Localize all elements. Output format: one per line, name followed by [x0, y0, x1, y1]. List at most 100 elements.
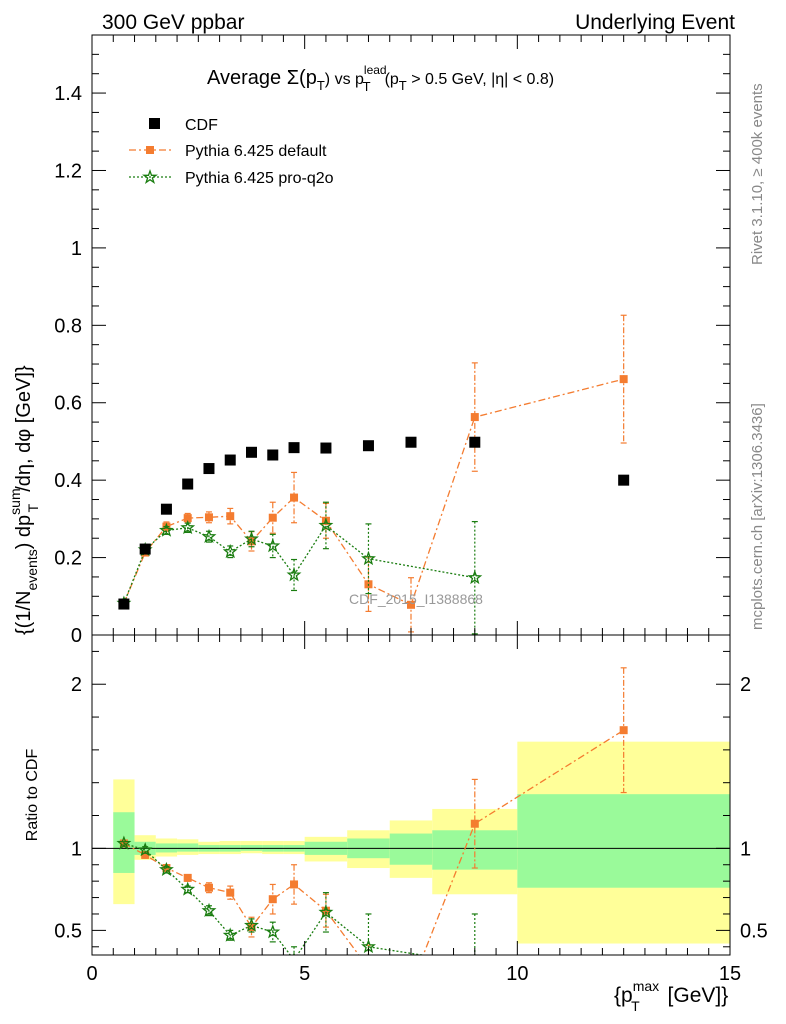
main-y-tick-label-6: 1.2 — [54, 160, 82, 182]
header-left: 300 GeV ppbar — [102, 11, 244, 34]
ratio-y-tick-label-right-1: 1 — [740, 838, 751, 860]
main-default-point-12 — [470, 413, 479, 422]
mcplots-label: mcplots.cern.ch [arXiv:1306.3436] — [749, 403, 766, 630]
ratio-default-point-10 — [364, 964, 372, 972]
ylabel-b-sub: T — [25, 503, 41, 512]
main-data-point-9 — [320, 442, 332, 454]
main-proq2o-point-5 — [222, 543, 238, 559]
main-proq2o — [116, 501, 483, 635]
ratio-y-tick-label-left-2: 2 — [71, 674, 82, 696]
ratio-default-point-7 — [268, 895, 277, 904]
ratio-y-tick-label-left-1: 1 — [71, 838, 82, 860]
ratio-proq2o-point-5 — [222, 927, 238, 942]
main-proq2o-point-10 — [361, 550, 376, 566]
ylabel-b: ) dp — [13, 515, 35, 549]
main-proq2o-point-9 — [318, 517, 334, 532]
ratio-band-inner-bin-11 — [389, 833, 433, 865]
main-default-point-7 — [268, 513, 277, 522]
ratio-proq2o-point-11 — [469, 957, 480, 968]
main-data-point-1 — [139, 543, 151, 555]
xlabel-sub: T — [631, 998, 640, 1014]
main-data — [118, 436, 630, 610]
main-data-point-2 — [160, 503, 172, 515]
main-data-point-10 — [362, 440, 374, 452]
main-proq2o-point-3 — [180, 519, 196, 535]
main-y-tick-label-5: 1 — [71, 238, 82, 260]
ratio-default-point-11 — [407, 982, 415, 990]
x-axis-label: {pmax T [GeV]} — [614, 978, 728, 1014]
main-data-point-3 — [182, 478, 194, 490]
ratio-default-point-4 — [204, 883, 213, 892]
main-proq2o-point-2 — [158, 522, 174, 537]
main-proq2o-point-8 — [286, 567, 302, 582]
legend-marker-default — [146, 146, 154, 154]
ratio-panel-series — [116, 667, 628, 990]
ratio-band-inner-bin-3 — [177, 843, 199, 852]
main-data-point-12 — [469, 436, 481, 448]
ratio-default-point-1 — [141, 850, 150, 859]
main-proq2o-point-4 — [201, 528, 217, 543]
main-default-point-13 — [619, 375, 628, 384]
main-y-tick-label-0: 0 — [71, 625, 82, 647]
ratio-y-tick-label-right-2: 2 — [740, 674, 751, 696]
ylabel-a-sub: events — [24, 549, 40, 590]
legend-label-cdf: CDF — [185, 117, 218, 134]
ratio-proq2o-point-6 — [244, 917, 259, 932]
title-main: Average Σ(p — [207, 67, 317, 89]
ratio-proq2o-point-9 — [318, 904, 334, 919]
main-data-point-7 — [267, 449, 279, 461]
xlabel-sup: max — [633, 978, 659, 994]
ratio-default-point-5 — [226, 888, 235, 897]
xlabel-close: [GeV]} — [662, 984, 729, 1007]
ylabel-a: {(1/N — [13, 591, 35, 635]
main-data-point-5 — [224, 454, 236, 466]
ratio-band-inner-bin-13 — [517, 794, 730, 888]
x-tick-label-1: 5 — [299, 963, 310, 985]
x-tick-label-0: 0 — [86, 963, 97, 985]
main-default-point-5 — [226, 512, 235, 521]
ratio-proq2o-point-4 — [201, 902, 217, 917]
ratio-proq2o-point-2 — [158, 861, 174, 876]
ratio-proq2o-point-7 — [265, 924, 281, 939]
ratio-y-axis-label: Ratio to CDF — [24, 749, 41, 842]
title-main-sub: T — [317, 78, 325, 93]
rivet-version-label: Rivet 3.1.10, ≥ 400k events — [749, 83, 766, 265]
ratio-proq2o-point-3 — [180, 881, 196, 896]
main-default-point-11 — [407, 600, 415, 609]
ratio-default-point-3 — [183, 873, 192, 882]
ratio-default-line — [123, 729, 625, 955]
ratio-default-point-8 — [290, 880, 299, 889]
main-y-axis-label: {(1/Nevents) dpsum T/dη, dφ [GeV]} — [7, 365, 41, 635]
axis-ticks — [91, 35, 731, 955]
legend-label-proq2o: Pythia 6.425 pro-q2o — [185, 170, 334, 187]
ratio-default-point-9 — [321, 906, 330, 915]
header-right: Underlying Event — [575, 11, 735, 34]
ratio-y-tick-label-left-0: 0.5 — [54, 920, 82, 942]
analysis-watermark: CDF_2015_I1388868 — [349, 591, 483, 607]
main-default-point-4 — [204, 513, 213, 522]
title-lead-sup: lead — [364, 63, 387, 77]
ratio-proq2o-point-8 — [292, 951, 296, 955]
legend-label-default: Pythia 6.425 default — [185, 143, 327, 160]
legend-marker-cdf — [149, 118, 160, 129]
main-data-point-4 — [203, 463, 215, 475]
ylabel-b-sup: sum — [7, 488, 23, 514]
main-y-tick-label-4: 0.8 — [54, 315, 82, 337]
chart-title: Average Σ(pT) vs plead T (pT > 0.5 GeV, |η… — [207, 63, 554, 94]
x-tick-label-3: 15 — [719, 963, 741, 985]
main-data-point-13 — [618, 474, 630, 486]
title-cut-rest: > 0.5 GeV, |η| < 0.8) — [407, 71, 554, 88]
main-proq2o-point-7 — [265, 538, 281, 553]
main-data-point-8 — [288, 442, 300, 454]
x-tick-label-2: 10 — [506, 963, 528, 985]
main-y-tick-label-1: 0.2 — [54, 548, 82, 570]
ratio-proq2o-point-1 — [137, 842, 153, 857]
main-default-point-8 — [290, 493, 299, 502]
ratio-proq2o-point-0 — [116, 835, 132, 850]
main-default-point-3 — [183, 514, 192, 523]
legend-marker-proq2o — [142, 169, 158, 185]
main-proq2o-point-11 — [467, 569, 483, 585]
main-panel-series — [116, 314, 630, 635]
ratio-default-point-13 — [619, 726, 628, 735]
